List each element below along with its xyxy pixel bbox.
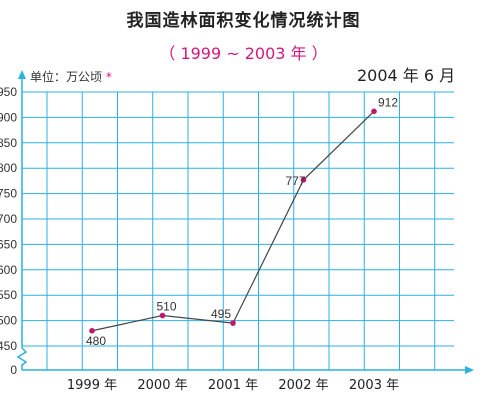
data-point	[300, 177, 307, 183]
data-point	[159, 312, 166, 319]
data-point	[230, 320, 236, 326]
y-tick-label: 550	[0, 288, 17, 302]
data-point	[371, 108, 377, 115]
data-label: 510	[156, 300, 176, 314]
data-point	[89, 327, 95, 334]
x-tick-label: 2001 年	[208, 378, 258, 393]
x-tick-label: 1999 年	[67, 378, 117, 393]
chart-title: 我国造林面积变化情况统计图	[126, 11, 361, 31]
y-tick-label: 950	[0, 85, 17, 99]
data-label: 495	[211, 307, 231, 321]
y-tick-label: 800	[0, 161, 17, 175]
x-axis-arrow	[465, 366, 474, 374]
axis-break-zigzag	[16, 347, 28, 366]
unit-text: 单位：万公顷	[30, 70, 103, 84]
y-tick-label: 750	[0, 187, 17, 201]
x-tick-label: 2000 年	[137, 378, 187, 393]
chart-subtitle: （ 1999 ~ 2003 年 ）	[159, 44, 328, 63]
y-tick-label: 450	[0, 339, 17, 353]
y-tick-label: 850	[0, 136, 17, 150]
y-axis-arrow	[18, 70, 26, 79]
data-label: 480	[86, 334, 106, 348]
y-tick-label: 700	[0, 212, 17, 226]
data-label: 777	[285, 174, 305, 188]
unit-star: *	[105, 70, 112, 84]
series-line	[91, 110, 375, 332]
x-tick-label: 2002 年	[278, 378, 328, 393]
chart-date: 2004 年 6 月	[357, 66, 456, 85]
y-tick-label: 900	[0, 110, 17, 124]
data-label: 912	[378, 95, 398, 109]
y-tick-label: 0	[10, 363, 17, 377]
y-tick-label: 500	[0, 314, 17, 328]
unit-label: 单位：万公顷 *	[30, 68, 112, 85]
x-tick-label: 2003 年	[349, 378, 399, 393]
y-tick-label: 600	[0, 263, 17, 277]
axis-break-mask	[17, 348, 27, 364]
y-tick-label: 650	[0, 237, 17, 251]
